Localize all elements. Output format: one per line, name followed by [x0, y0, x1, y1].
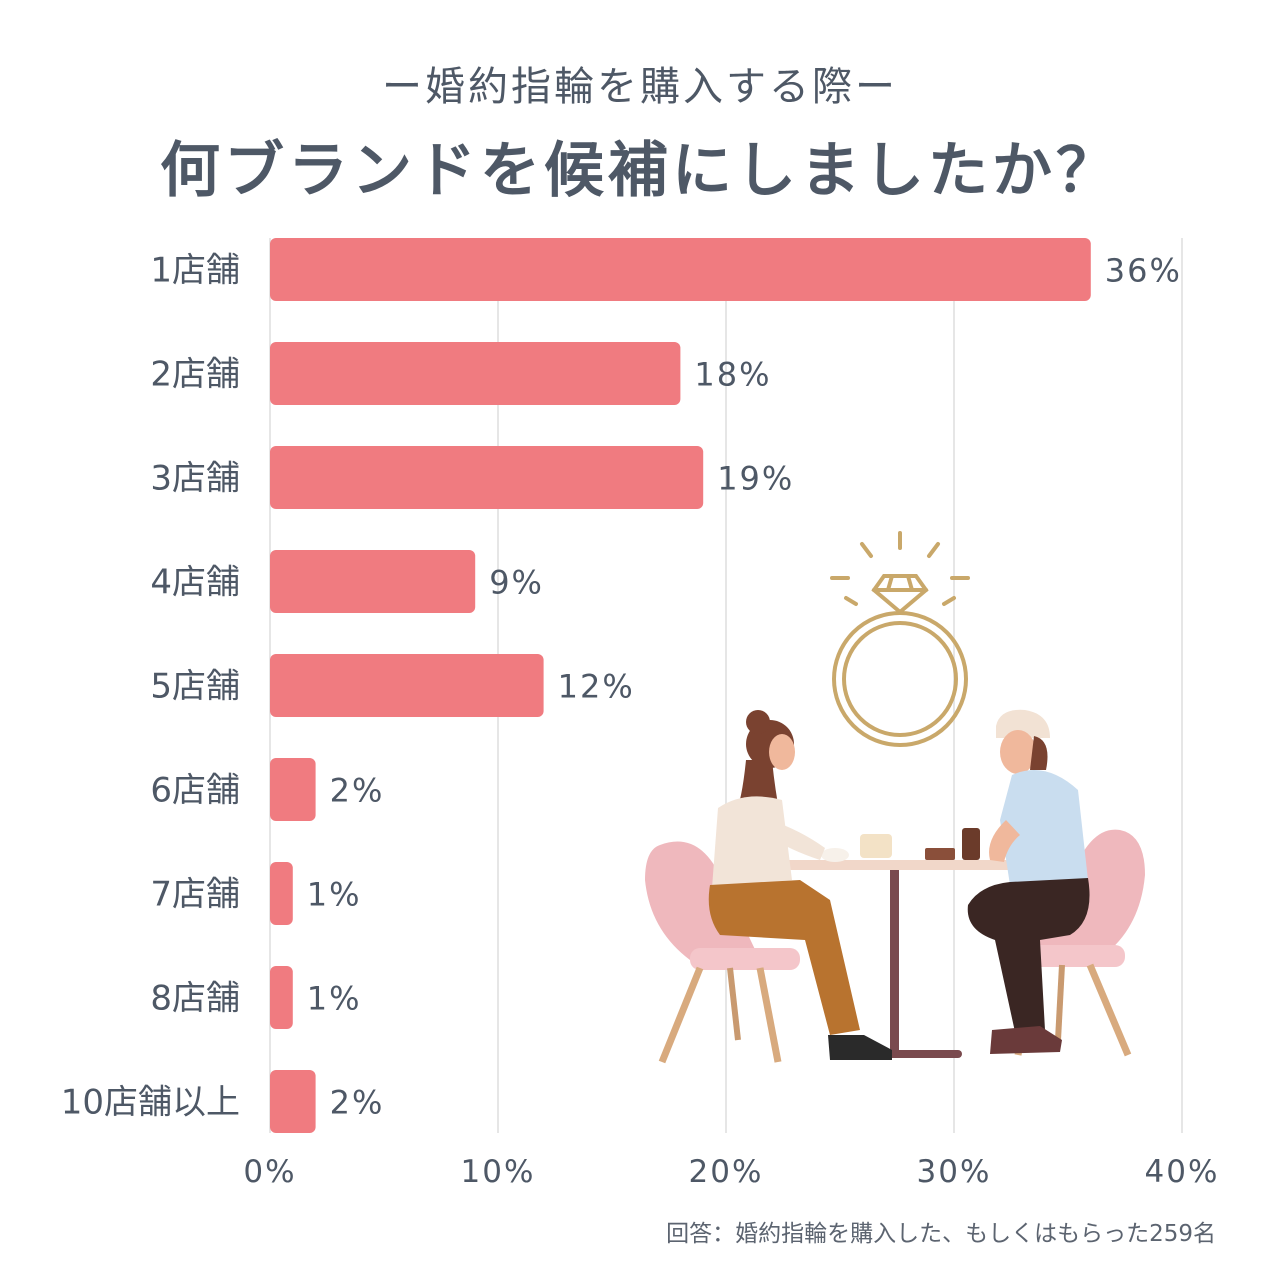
- value-label: 9%: [489, 564, 544, 602]
- x-tick-label: 10%: [461, 1154, 536, 1190]
- bar: [270, 1070, 316, 1133]
- bar: [270, 654, 544, 717]
- value-label: 1%: [307, 876, 362, 914]
- value-label: 2%: [330, 772, 385, 810]
- value-label: 19%: [717, 460, 794, 498]
- value-label: 36%: [1105, 252, 1182, 290]
- bar: [270, 758, 316, 821]
- category-label: 10店舗以上: [61, 1083, 240, 1123]
- category-label: 7店舗: [150, 875, 240, 915]
- category-label: 5店舗: [150, 667, 240, 707]
- bar: [270, 550, 476, 613]
- category-label: 8店舗: [150, 979, 240, 1019]
- x-axis-tick-labels: 0% 10% 20% 30% 40%: [243, 1154, 1220, 1190]
- chart-subtitle: ー婚約指輪を購入する際ー: [382, 64, 898, 110]
- value-label: 2%: [330, 1084, 385, 1122]
- value-label: 12%: [558, 668, 635, 706]
- bar: [270, 342, 681, 405]
- category-label: 4店舗: [150, 563, 240, 603]
- category-label: 2店舗: [150, 355, 240, 395]
- chart-title: 何ブランドを候補にしましたか？: [160, 136, 1120, 206]
- category-label: 1店舗: [150, 251, 240, 291]
- value-label: 1%: [307, 980, 362, 1018]
- couple-at-cafe-with-engagement-ring-icon: [645, 531, 1145, 1064]
- footnote: 回答：婚約指輪を購入した、もしくはもらった259名: [666, 1221, 1216, 1247]
- bars: [270, 238, 1091, 1133]
- category-label: 3店舗: [150, 459, 240, 499]
- bar: [270, 966, 293, 1029]
- x-tick-label: 40%: [1145, 1154, 1220, 1190]
- x-tick-label: 30%: [917, 1154, 992, 1190]
- bar: [270, 238, 1091, 301]
- category-label: 6店舗: [150, 771, 240, 811]
- x-tick-label: 20%: [689, 1154, 764, 1190]
- category-labels: 1店舗 2店舗 3店舗 4店舗 5店舗 6店舗 7店舗 8店舗 10店舗以上: [61, 251, 240, 1123]
- bar: [270, 446, 704, 509]
- x-tick-label: 0%: [243, 1154, 296, 1190]
- value-label: 18%: [694, 356, 771, 394]
- bar: [270, 862, 293, 925]
- value-labels: 36% 18% 19% 9% 12% 2% 1% 1% 2%: [307, 252, 1182, 1122]
